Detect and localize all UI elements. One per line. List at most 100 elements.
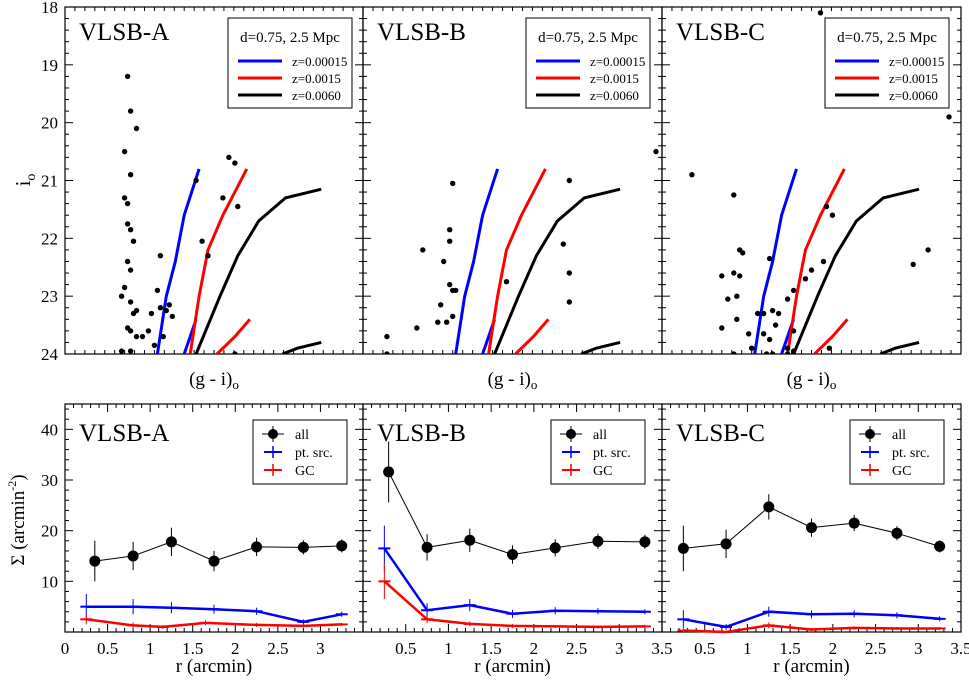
data-point [946, 114, 952, 120]
data-point [420, 247, 426, 253]
legend-label: z=0.0015 [292, 71, 341, 86]
legend-label: z=0.0060 [590, 88, 639, 103]
legend: d=0.75, 2.5 Mpc z=0.00015 z=0.0015 z=0.0060 [227, 17, 353, 109]
legend-label: pt. src. [593, 446, 631, 461]
data-point [154, 287, 161, 294]
data-point [124, 200, 131, 207]
data-point [297, 541, 309, 553]
data-point [163, 307, 169, 314]
data-point [802, 276, 809, 282]
data-point [719, 325, 725, 331]
isochrone-z=0.00015 [454, 168, 500, 354]
data-point [806, 522, 817, 534]
data-point [790, 348, 797, 354]
data-point [820, 258, 827, 265]
data-point [749, 345, 755, 351]
data-point [118, 348, 125, 354]
density-panel-3: 0.5 1 1.5 2 2.5 3 3.5 VLSB-C all pt. src. GC r (arc… [661, 403, 969, 677]
x-tick-label: 0.5 [97, 639, 118, 658]
y-tick-label: 10 [41, 572, 58, 591]
x-axis-label: r (arcmin) [474, 656, 550, 677]
legend-label: GC [593, 464, 612, 479]
data-point [549, 542, 561, 554]
legend: all pt. src. GC [252, 419, 348, 485]
data-point [444, 319, 450, 325]
data-point [384, 333, 390, 340]
isochrone-z=0.0060 [792, 187, 920, 354]
data-point [503, 279, 510, 285]
panel-title: VLSB-B [377, 420, 466, 447]
data-point [775, 310, 782, 317]
data-point [769, 307, 776, 314]
data-point [734, 316, 740, 322]
legend-label: z=0.00015 [292, 54, 347, 69]
data-point [139, 333, 146, 340]
data-point [755, 310, 761, 317]
legend-label: pt. src. [892, 446, 930, 461]
data-point [925, 247, 931, 253]
y-axis-label: Σ (arcmin-2) [5, 474, 29, 565]
data-point [784, 351, 791, 354]
data-point [232, 160, 238, 166]
legend-label: z=0.0015 [889, 71, 938, 86]
panel-title: VLSB-A [79, 420, 169, 447]
data-point [719, 273, 725, 279]
data-point [127, 299, 134, 305]
x-axis-label: r (arcmin) [176, 656, 252, 677]
data-point [560, 241, 566, 247]
legend-label: z=0.00015 [889, 54, 944, 69]
panel-title: VLSB-A [79, 19, 169, 46]
isochrone-z=0.0060 [281, 340, 322, 354]
x-tick-label: 0.5 [395, 639, 416, 658]
x-tick-label: 3.5 [950, 639, 969, 658]
data-point [731, 270, 737, 276]
data-point [124, 258, 131, 265]
x-tick-label: 2 [530, 639, 539, 658]
data-point [121, 284, 128, 291]
data-point [151, 342, 158, 348]
y-tick-label: 40 [41, 420, 58, 439]
data-point [145, 328, 152, 334]
data-point [193, 177, 199, 184]
data-point [823, 203, 830, 210]
isochrone-z=0.0060 [580, 340, 621, 354]
data-point [169, 313, 175, 320]
data-point [766, 336, 773, 343]
data-point [220, 195, 226, 201]
x-tick-label: 3.5 [651, 639, 672, 658]
legend-label: all [593, 428, 607, 443]
data-point [447, 281, 453, 288]
legend: d=0.75, 2.5 Mpc z=0.00015 z=0.0015 z=0.0060 [824, 17, 950, 109]
data-point [127, 550, 139, 562]
density-panel-2: 0.5 1 1.5 2 2.5 3 3.5 VLSB-B all pt. src. GC r (arc… [362, 403, 673, 677]
y-tick-label: 23 [41, 287, 58, 306]
legend-title: d=0.75, 2.5 Mpc [538, 30, 638, 46]
data-point [891, 527, 903, 539]
isochrone-z=0.0060 [879, 340, 920, 354]
y-axis-label: io [11, 174, 39, 187]
legend: d=0.75, 2.5 Mpc z=0.00015 z=0.0015 z=0.0060 [525, 17, 651, 109]
data-point [441, 258, 447, 265]
cmd-panel-1: 18 19 20 21 22 23 24 VLSB-A d=0.75, 2.5 Mpc z=0.0… [41, 0, 364, 392]
legend-swatch [268, 429, 278, 439]
data-point [464, 534, 476, 546]
x-tick-label: 2 [829, 639, 838, 658]
data-point [383, 466, 395, 478]
data-point [124, 73, 131, 80]
y-tick-label: 21 [41, 172, 58, 191]
isochrone-z=0.0060 [493, 187, 621, 354]
data-point [447, 238, 453, 244]
data-point [165, 536, 177, 548]
legend: all pt. src. GC [550, 419, 646, 485]
data-point [447, 227, 453, 233]
data-point [118, 293, 125, 299]
x-tick-label: 3 [316, 639, 325, 658]
data-point [127, 267, 134, 273]
x-tick-label: 1.5 [481, 639, 502, 658]
legend-label: all [295, 428, 309, 443]
data-point [421, 541, 433, 553]
cmd-panel-3: VLSB-C d=0.75, 2.5 Mpc z=0.00015 z=0.0015 z=… [661, 6, 962, 392]
data-point [251, 541, 263, 553]
data-point [731, 351, 737, 354]
